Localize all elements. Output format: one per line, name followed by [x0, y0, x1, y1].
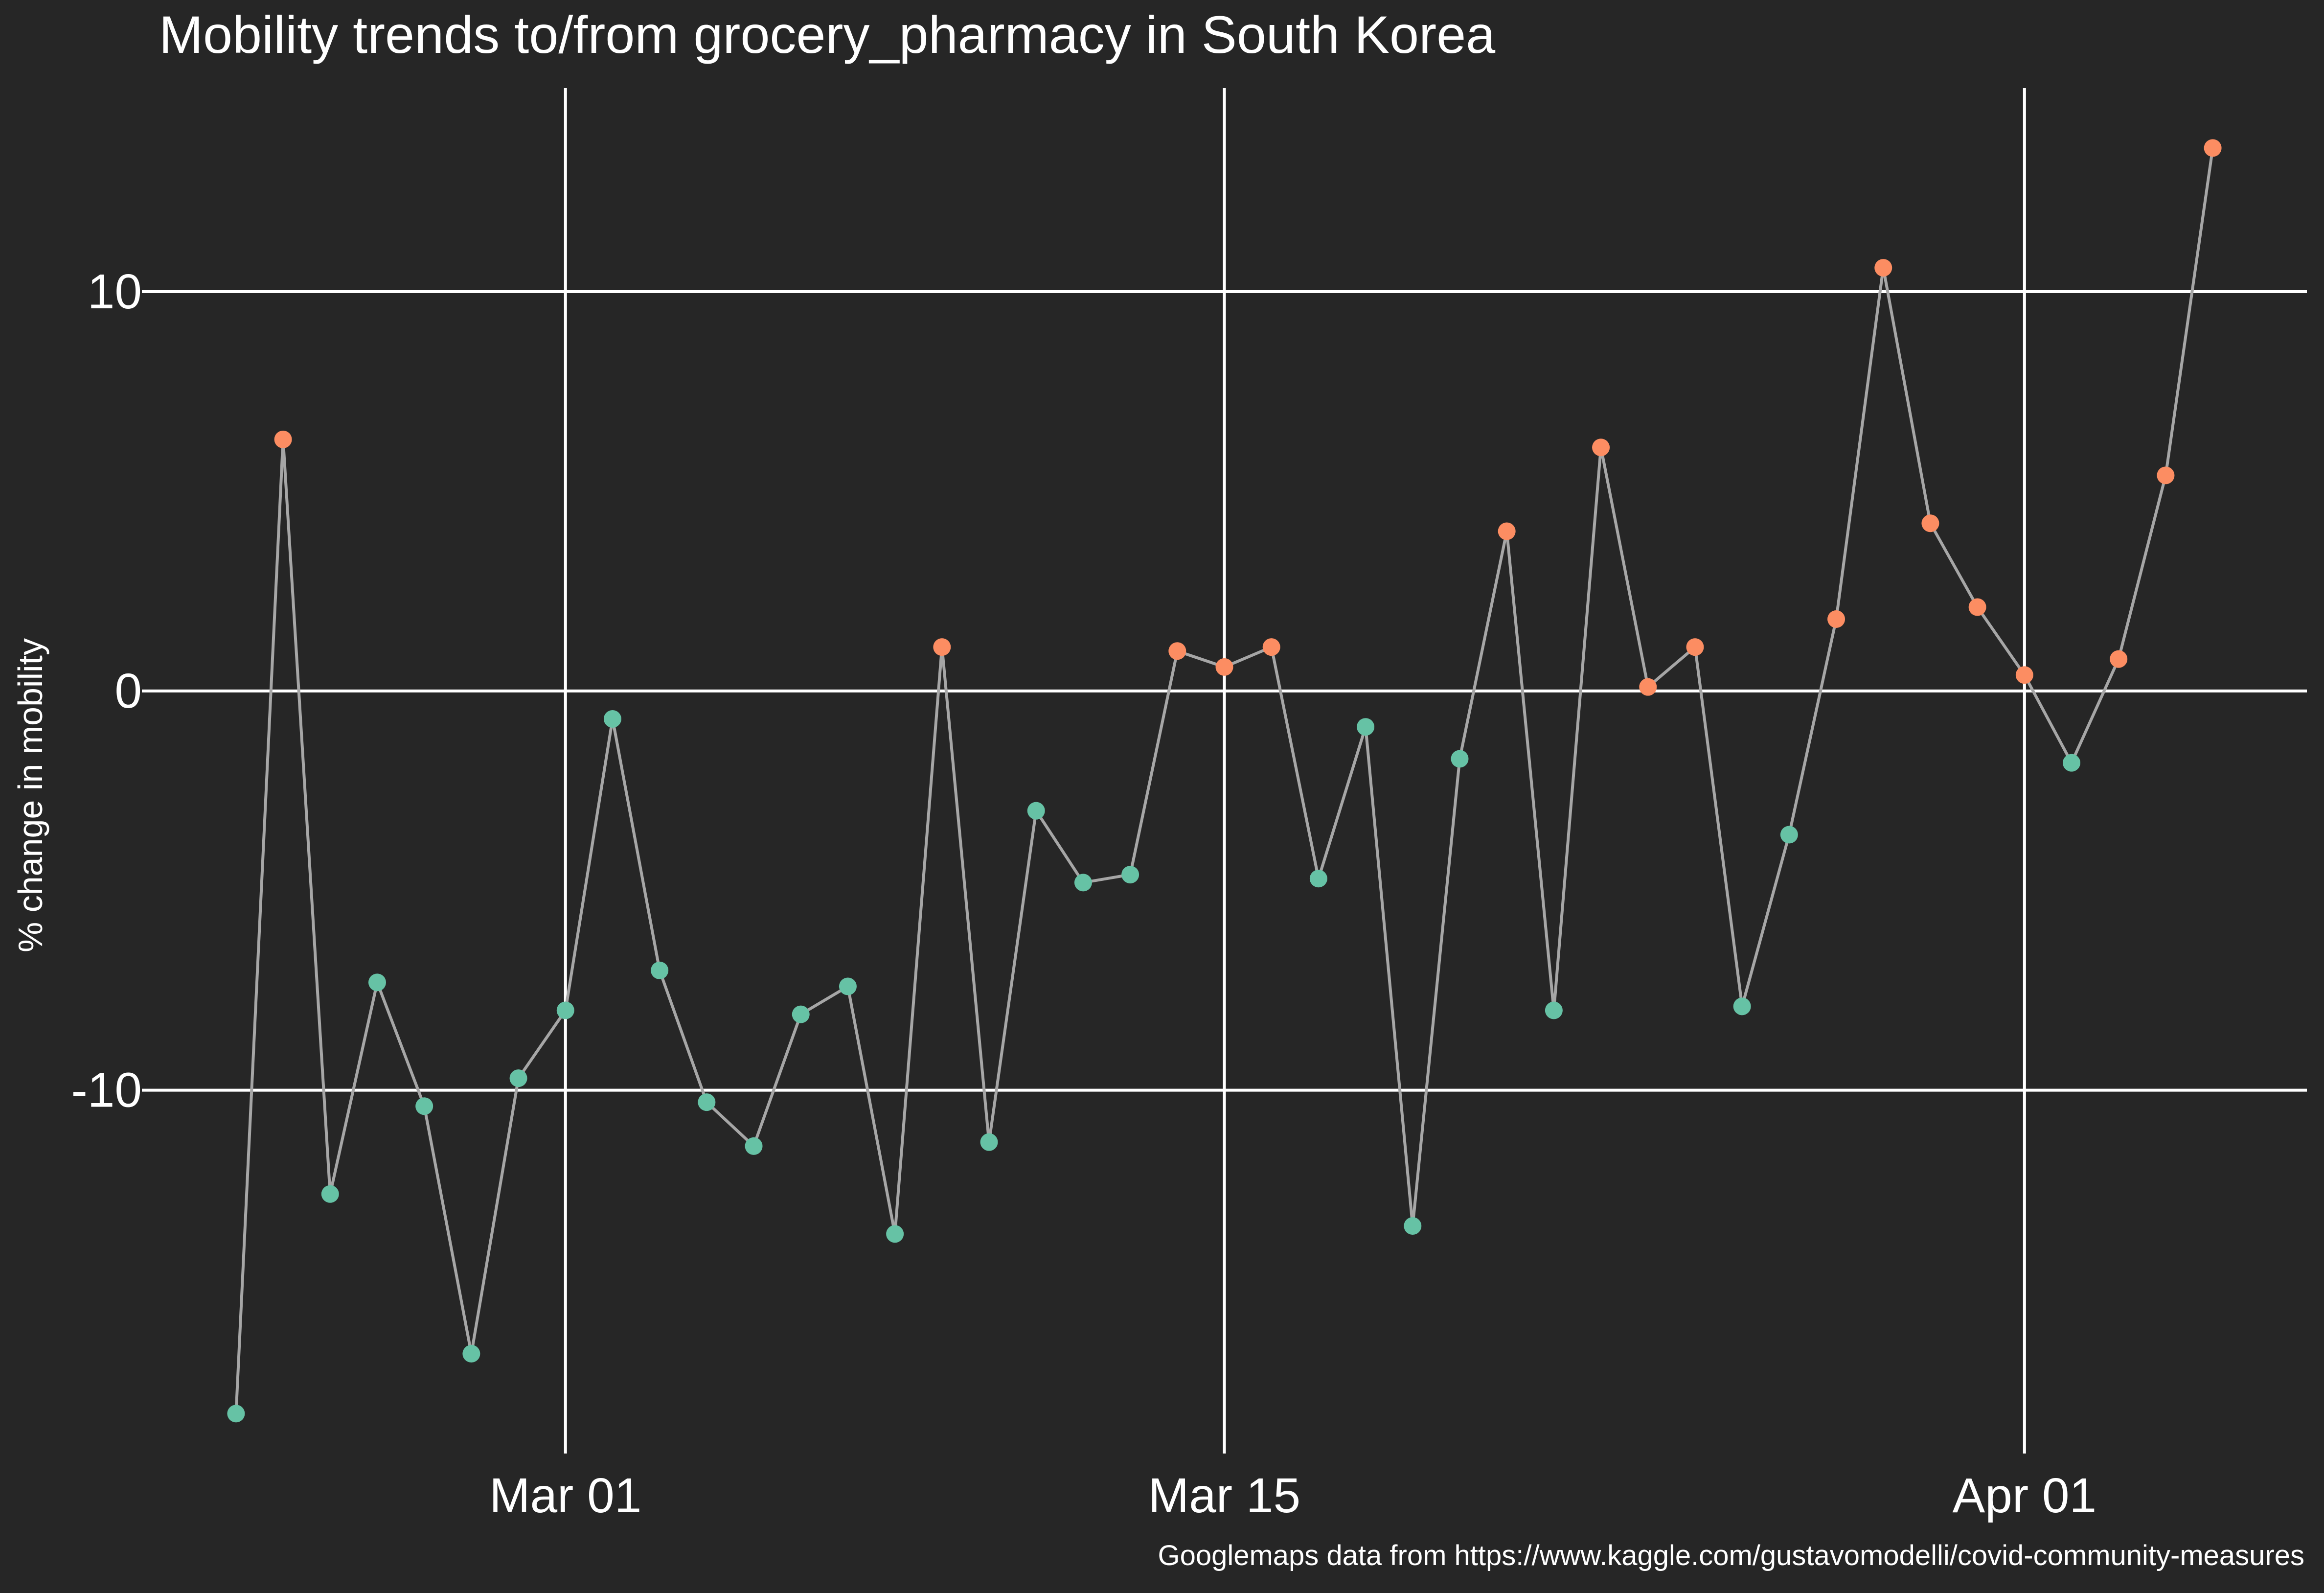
x-tick-label: Mar 15	[1148, 1468, 1300, 1523]
grid-layer	[142, 88, 2307, 1454]
data-point	[227, 1405, 245, 1423]
x-tick-label: Mar 01	[489, 1468, 641, 1523]
data-point	[1357, 718, 1375, 736]
x-tick-label: Apr 01	[1953, 1468, 2097, 1523]
data-point	[1639, 678, 1657, 696]
data-point	[698, 1093, 716, 1111]
data-point	[1498, 522, 1516, 540]
data-point	[2063, 754, 2081, 772]
data-point	[1309, 870, 1327, 888]
data-point	[415, 1097, 433, 1115]
data-point	[2110, 650, 2128, 668]
data-point	[1451, 750, 1469, 768]
data-point	[1827, 610, 1846, 628]
chart-title: Mobility trends to/from grocery_pharmacy…	[159, 5, 1496, 64]
data-point	[462, 1345, 480, 1363]
data-point	[839, 977, 857, 995]
data-point	[1027, 802, 1045, 820]
data-point	[1545, 1001, 1563, 1019]
data-point	[2015, 666, 2033, 684]
data-point	[509, 1069, 527, 1087]
data-point	[2204, 139, 2222, 157]
y-tick-label: 10	[88, 264, 142, 319]
y-tick-label: 0	[114, 664, 142, 718]
data-point	[1074, 874, 1092, 892]
data-point	[1921, 514, 1939, 532]
data-point	[274, 430, 292, 448]
data-point	[1262, 638, 1280, 656]
data-point	[1592, 439, 1610, 457]
data-point	[1733, 997, 1751, 1016]
data-point	[368, 973, 386, 992]
data-point	[1874, 259, 1892, 277]
y-tick-label: -10	[71, 1063, 142, 1118]
data-point	[1121, 866, 1139, 884]
data-point	[1780, 826, 1798, 844]
data-point	[556, 1001, 574, 1019]
data-point	[1168, 642, 1186, 660]
data-point	[745, 1137, 763, 1155]
y-axis-label: % change in mobility	[11, 638, 49, 952]
caption: Googlemaps data from https://www.kaggle.…	[1158, 1540, 2304, 1571]
data-point	[1215, 658, 1233, 676]
data-point	[603, 710, 621, 728]
data-point	[1968, 598, 1986, 616]
tick-layer: -10 0 10 Mar 01 Mar 15 Apr 01	[71, 264, 2096, 1523]
data-point	[933, 638, 951, 656]
data-point	[2157, 466, 2175, 485]
data-point	[792, 1005, 810, 1023]
data-point	[1404, 1217, 1422, 1235]
point-layer	[227, 139, 2222, 1423]
data-point	[651, 961, 669, 979]
data-point	[1686, 638, 1704, 656]
data-point	[886, 1225, 904, 1243]
data-point	[980, 1133, 998, 1151]
data-point	[321, 1185, 339, 1203]
